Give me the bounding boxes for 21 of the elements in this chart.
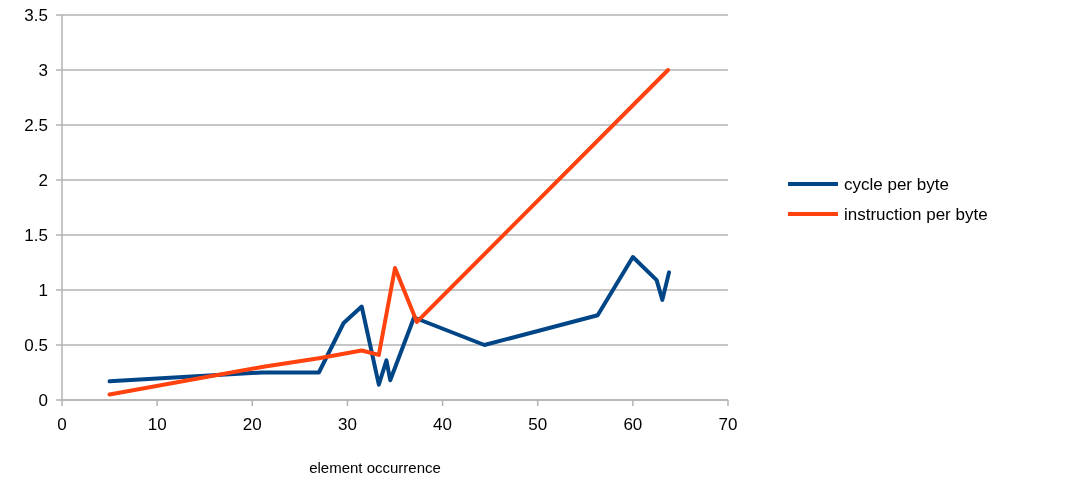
line-series — [107, 255, 672, 387]
x-tick-label: 30 — [337, 415, 357, 434]
line-series — [107, 68, 671, 397]
y-tick-label: 0.5 — [24, 335, 48, 355]
y-tick-label: 0 — [38, 390, 48, 410]
x-tick-label: 60 — [623, 415, 643, 434]
x-tick-label: 70 — [718, 415, 738, 434]
x-tick-label: 20 — [242, 415, 262, 434]
x-tick-label: 10 — [147, 415, 167, 434]
y-tick-label: 3 — [38, 60, 48, 80]
x-tick-label: 40 — [433, 415, 453, 434]
y-tick-label: 2.5 — [24, 115, 48, 135]
y-tick-label: 3.5 — [24, 5, 48, 25]
x-axis-title: element occurrence — [309, 459, 441, 476]
y-tick-label: 2 — [38, 170, 48, 190]
x-tick-label: 50 — [528, 415, 548, 434]
x-tick-label: 0 — [57, 415, 67, 434]
legend-label: cycle per byte — [844, 174, 949, 194]
y-tick-label: 1.5 — [24, 225, 48, 245]
y-tick-label: 1 — [38, 280, 48, 300]
legend-label: instruction per byte — [844, 204, 988, 224]
